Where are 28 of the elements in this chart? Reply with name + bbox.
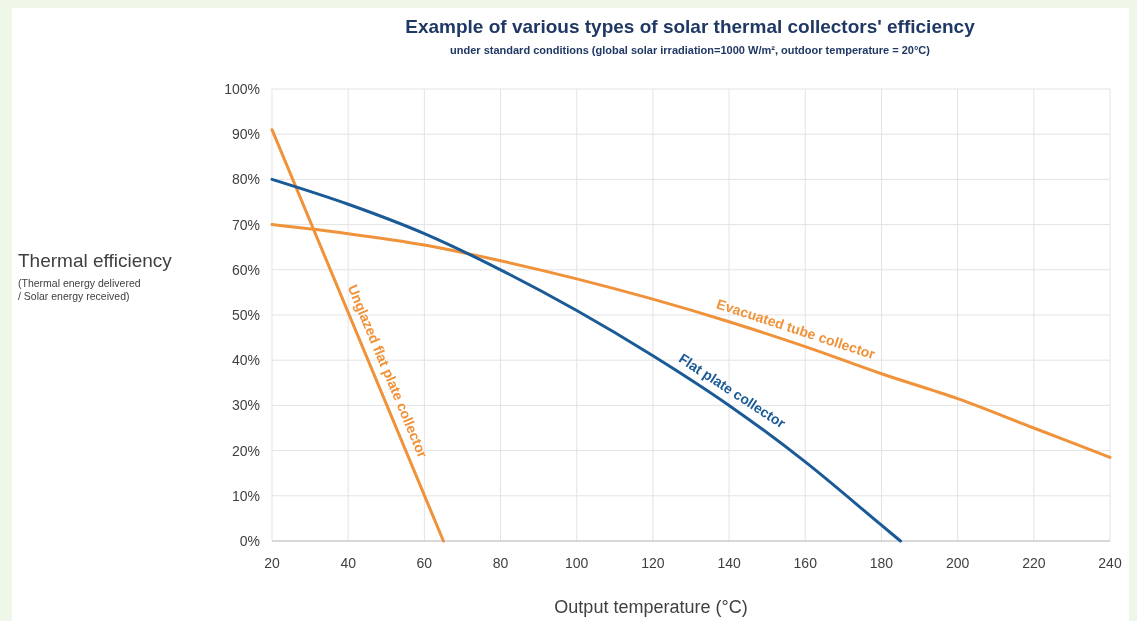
- x-tick-label: 160: [793, 555, 818, 571]
- x-tick-label: 60: [416, 555, 433, 571]
- y-axis-title: Thermal efficiency (Thermal energy delivered / Solar energy received): [18, 250, 173, 302]
- x-tick-label: 240: [1098, 555, 1122, 571]
- y-tick-label: 100%: [224, 81, 260, 97]
- x-tick-label: 40: [340, 555, 357, 571]
- x-tick-label: 140: [717, 555, 741, 571]
- x-tick-label: 180: [869, 555, 894, 571]
- y-tick-label: 60%: [231, 261, 260, 278]
- x-axis-title: Output temperature (°C): [554, 597, 748, 617]
- y-tick-label: 10%: [231, 487, 260, 504]
- y-tick-label: 80%: [231, 171, 260, 188]
- y-tick-label: 50%: [231, 307, 260, 323]
- chart-subtitle: under standard conditions (global solar irradiation=1000 W/m², outdoor temperature = 20°C): [450, 44, 931, 56]
- x-tick-label: 200: [945, 555, 970, 571]
- y-tick-label: 0%: [239, 533, 260, 549]
- y-tick-label: 30%: [231, 397, 260, 414]
- y-tick-label: 70%: [231, 216, 260, 233]
- line-series: [270, 177, 902, 543]
- x-tick-label: 120: [641, 555, 665, 571]
- y-tick-label: 90%: [231, 126, 260, 143]
- x-tick-label: 80: [492, 555, 509, 571]
- y-tick-label: 40%: [231, 352, 260, 369]
- x-tick-label: 20: [264, 555, 280, 571]
- x-tick-label: 220: [1022, 555, 1046, 571]
- y-tick-label: 20%: [231, 442, 260, 459]
- x-tick-label: 100: [565, 555, 589, 571]
- chart-title: Example of various types of solar thermal collectors' efficiency: [405, 16, 976, 37]
